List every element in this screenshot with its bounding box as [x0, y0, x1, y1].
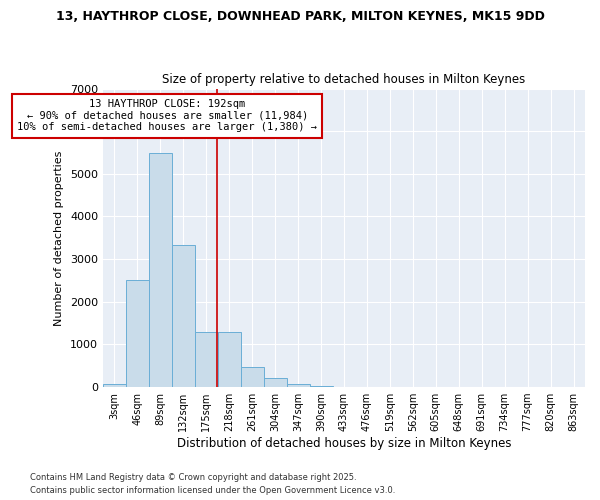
Text: 13, HAYTHROP CLOSE, DOWNHEAD PARK, MILTON KEYNES, MK15 9DD: 13, HAYTHROP CLOSE, DOWNHEAD PARK, MILTO…	[56, 10, 544, 23]
Bar	[172, 246, 195, 387]
Text: Contains HM Land Registry data © Crown copyright and database right 2025.
Contai: Contains HM Land Registry data © Crown c…	[30, 474, 395, 495]
Bar	[126, 280, 149, 387]
Bar	[241, 368, 263, 387]
Bar	[287, 384, 310, 387]
X-axis label: Distribution of detached houses by size in Milton Keynes: Distribution of detached houses by size …	[177, 437, 511, 450]
Bar	[310, 386, 332, 387]
Bar	[149, 152, 172, 387]
Bar	[263, 378, 287, 387]
Bar	[103, 384, 126, 387]
Text: 13 HAYTHROP CLOSE: 192sqm
← 90% of detached houses are smaller (11,984)
10% of s: 13 HAYTHROP CLOSE: 192sqm ← 90% of detac…	[17, 99, 317, 132]
Bar	[218, 332, 241, 387]
Bar	[195, 332, 218, 387]
Title: Size of property relative to detached houses in Milton Keynes: Size of property relative to detached ho…	[163, 73, 526, 86]
Y-axis label: Number of detached properties: Number of detached properties	[55, 150, 64, 326]
